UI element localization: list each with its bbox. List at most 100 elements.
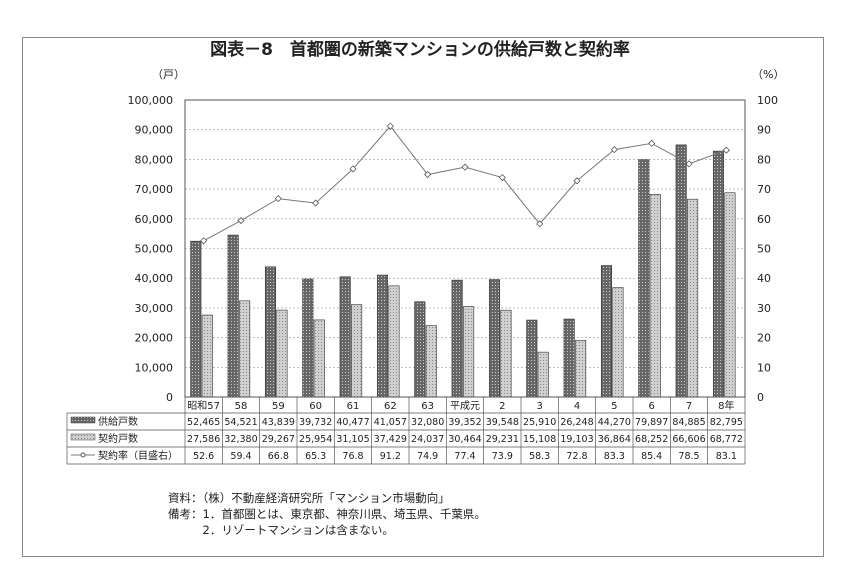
- bar-supply: [190, 240, 202, 398]
- remark-note-2: 2．リゾートマンションは含まない。: [168, 523, 394, 537]
- y-right-tick: 80: [757, 153, 771, 166]
- data-label: 26,248: [560, 417, 593, 428]
- y-left-tick: 20,000: [135, 332, 174, 345]
- bar-supply: [600, 265, 613, 398]
- point-contract-rate: [312, 199, 320, 207]
- data-label: 52,465: [187, 417, 220, 428]
- point-contract-rate: [424, 170, 432, 179]
- x-tick-label: 昭和57: [187, 400, 220, 412]
- bar-contract: [537, 351, 549, 398]
- data-label: 39,352: [448, 417, 481, 428]
- bar-contract: [388, 285, 400, 398]
- bar-contract: [351, 304, 363, 398]
- y-left-tick: 40,000: [135, 272, 174, 285]
- x-tick-label: 6: [648, 401, 654, 412]
- point-contract-rate: [685, 160, 693, 168]
- bar-supply: [638, 159, 650, 398]
- x-tick-label: 平成元: [450, 400, 480, 412]
- y-right-label: （%）: [752, 68, 784, 81]
- chart-title: 図表－8 首都圏の新築マンションの供給戸数と契約率: [210, 39, 630, 60]
- y-right-tick: 40: [757, 272, 771, 285]
- bar-supply: [264, 266, 277, 398]
- bar-supply: [488, 279, 501, 398]
- y-right-tick: 0: [757, 391, 764, 404]
- legend-swatch: [70, 433, 96, 441]
- data-label: 78.5: [678, 451, 699, 462]
- point-contract-rate: [386, 122, 394, 130]
- y-right-tick: 50: [757, 243, 771, 256]
- y-left-tick: 10,000: [135, 361, 174, 374]
- remark-note-1: 備考：1．首都圏とは、東京都、神奈川県、埼玉県、千葉県。: [168, 507, 486, 521]
- y-right-tick: 70: [757, 183, 771, 196]
- point-contract-rate: [461, 163, 469, 171]
- y-left-tick: 50,000: [135, 243, 174, 256]
- point-contract-rate: [200, 237, 208, 245]
- y-right-tick: 10: [757, 361, 771, 374]
- bar-supply: [675, 144, 687, 398]
- data-label: 84,885: [672, 417, 705, 428]
- data-label: 27,586: [187, 434, 220, 445]
- data-label: 74.9: [417, 451, 438, 462]
- data-label: 39,732: [299, 417, 332, 428]
- data-label: 82,795: [710, 417, 743, 428]
- data-label: 58.3: [529, 451, 550, 462]
- data-label: 54,521: [224, 417, 257, 428]
- point-contract-rate: [648, 139, 656, 147]
- point-contract-rate: [610, 146, 618, 154]
- bar-contract: [612, 287, 624, 398]
- x-tick-label: 4: [574, 401, 580, 412]
- x-tick-label: 58: [235, 401, 248, 412]
- point-contract-rate: [722, 146, 730, 154]
- point-contract-rate: [349, 165, 357, 173]
- bar-contract: [575, 339, 587, 398]
- data-label: 66,606: [672, 434, 705, 445]
- y-left-tick: 30,000: [135, 302, 174, 315]
- y-left-tick: 70,000: [135, 183, 174, 196]
- bar-supply: [712, 150, 725, 398]
- y-left-tick: 90,000: [135, 124, 174, 137]
- x-tick-label: 61: [347, 401, 360, 412]
- point-contract-rate: [536, 220, 544, 228]
- bar-supply: [376, 274, 389, 398]
- y-left-tick: 80,000: [135, 153, 174, 166]
- x-tick-label: 2: [499, 401, 505, 412]
- x-tick-label: 63: [421, 401, 434, 412]
- x-tick-label: 7: [686, 401, 692, 412]
- x-tick-label: 60: [309, 401, 322, 412]
- data-label: 25,910: [523, 417, 556, 428]
- bar-supply: [339, 276, 351, 398]
- bar-contract: [724, 192, 736, 398]
- data-label: 25,954: [299, 434, 332, 445]
- y-right-tick: 30: [757, 302, 771, 315]
- data-label: 15,108: [523, 434, 556, 445]
- y-left-tick: 0: [166, 391, 173, 404]
- bar-supply: [451, 279, 463, 398]
- point-contract-rate: [498, 173, 506, 182]
- data-label: 29,231: [486, 434, 519, 445]
- data-label: 85.4: [641, 451, 662, 462]
- data-label: 32,380: [224, 434, 257, 445]
- data-label: 83.3: [604, 451, 625, 462]
- bar-contract: [500, 309, 512, 398]
- source-note: 資料：（株）不動産経済研究所「マンション市場動向」: [168, 491, 450, 505]
- legend-swatch: [70, 416, 96, 424]
- data-label: 73.9: [492, 451, 513, 462]
- y-right-tick: 60: [757, 213, 771, 226]
- data-label: 59.4: [230, 451, 251, 462]
- data-label: 24,037: [411, 434, 444, 445]
- x-tick-label: 3: [536, 401, 542, 412]
- data-label: 52.6: [193, 451, 214, 462]
- y-left-tick: 60,000: [135, 213, 174, 226]
- bar-contract: [239, 300, 251, 398]
- data-label: 68,772: [710, 434, 743, 445]
- bar-contract: [425, 325, 437, 398]
- chart-frame: [22, 37, 824, 557]
- x-tick-label: 8年: [718, 399, 734, 412]
- legend-label: 契約戸数: [98, 432, 138, 445]
- y-right-tick: 90: [757, 124, 771, 137]
- legend-marker: [80, 452, 86, 458]
- data-label: 66.8: [268, 451, 289, 462]
- data-label: 79,897: [635, 417, 668, 428]
- data-label: 44,270: [598, 417, 631, 428]
